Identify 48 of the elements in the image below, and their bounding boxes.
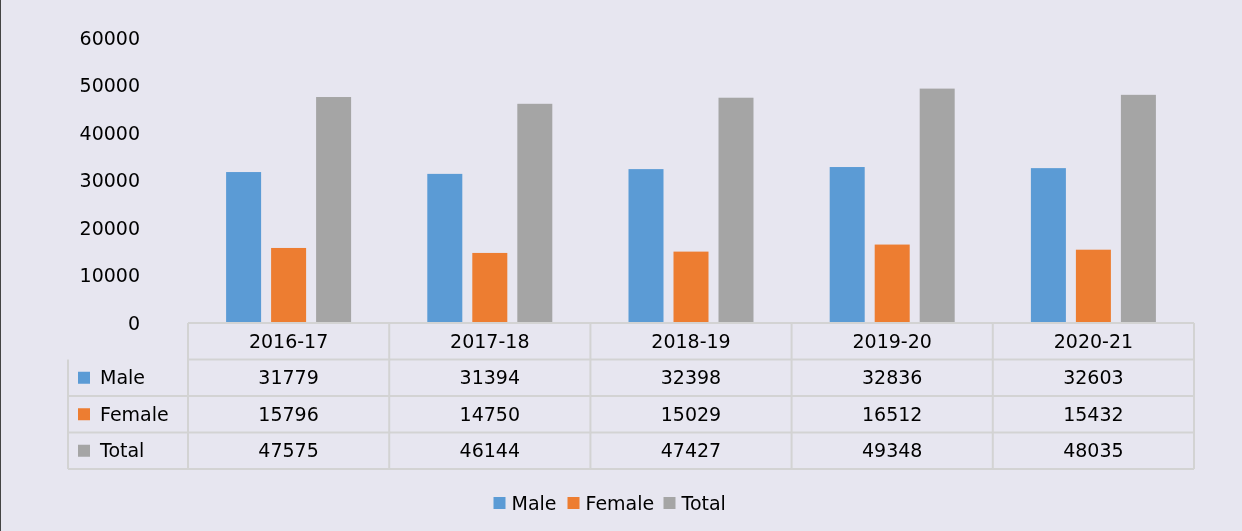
bar [226, 172, 262, 323]
x-tick-label: 2017-18 [450, 329, 530, 352]
legend-label: Female [100, 402, 169, 425]
bar [427, 173, 463, 323]
data-label: 47575 [258, 439, 319, 462]
y-tick-label: 20000 [79, 216, 140, 239]
bar [271, 247, 307, 323]
x-tick-label: 2018-19 [651, 329, 731, 352]
data-label: 46144 [459, 439, 521, 462]
data-label: 15796 [258, 402, 319, 425]
bar [718, 97, 754, 323]
bar [316, 97, 352, 323]
y-tick-label: 30000 [79, 169, 140, 192]
data-label: 15029 [660, 402, 722, 425]
data-label: 49348 [861, 439, 923, 462]
text: Male [511, 491, 557, 514]
bar [1120, 94, 1156, 323]
bar [829, 167, 865, 323]
y-tick-label: 60000 [79, 26, 140, 49]
data-label: 48035 [1063, 439, 1124, 462]
bar [1030, 168, 1066, 323]
bar [517, 103, 553, 323]
x-tick-label: 2016-17 [248, 329, 329, 352]
bar [919, 88, 955, 323]
data-label: 14750 [459, 402, 521, 425]
bar [472, 252, 508, 323]
data-label: 32398 [660, 366, 722, 389]
data-label: 47427 [660, 439, 722, 462]
bar [673, 251, 709, 323]
text: Total [100, 439, 145, 462]
y-tick-label: 10000 [79, 264, 140, 287]
y-tick-label: 50000 [79, 74, 140, 97]
y-tick-label: 40000 [79, 121, 140, 144]
data-label: 31394 [459, 366, 521, 389]
bar [1075, 249, 1111, 323]
x-tick-label: 2019-20 [852, 329, 932, 352]
data-label: 32603 [1063, 366, 1124, 389]
bar [628, 169, 664, 323]
data-label: 31779 [258, 366, 319, 389]
data-label: 15432 [1063, 402, 1124, 425]
legend-label: Male [100, 366, 146, 389]
text: Female [585, 491, 655, 514]
data-label: 32836 [861, 366, 923, 389]
legend-label: Total [680, 491, 726, 514]
x-tick-label: 2020-21 [1053, 329, 1134, 352]
data-label: 16512 [861, 402, 923, 425]
y-tick-label: 0 [127, 311, 140, 334]
bar [874, 244, 910, 323]
